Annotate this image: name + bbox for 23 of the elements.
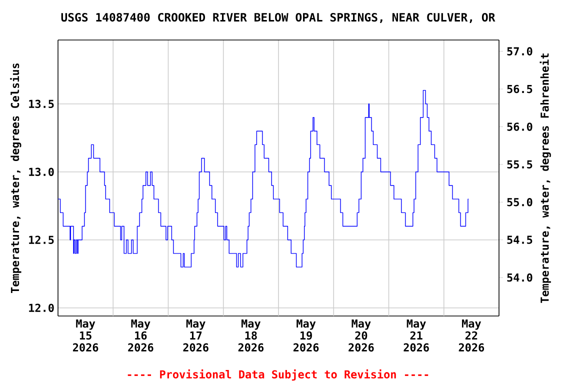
y2-tick-label: 57.0 (507, 47, 532, 56)
y-tick-label: 13.0 (29, 168, 54, 176)
y-tick-label: 12.0 (29, 304, 54, 312)
x-tick-label: May 16 2026 (128, 320, 154, 352)
y2-tick-label: 56.5 (507, 84, 532, 94)
text: ---- Provisional Data Subject to Revision ---- (128, 369, 428, 381)
x-tick-label: May 18 2026 (238, 320, 264, 352)
x-tick-label: May 22 2026 (458, 320, 484, 352)
x-tick-label: May 15 2026 (72, 320, 98, 352)
y-tick-label: 12.5 (29, 236, 54, 244)
y2-tick-label: 55.0 (507, 198, 532, 206)
x-tick-label: May 21 2026 (404, 320, 429, 352)
chart-title: USGS 14087400 CROOKED RIVER BELOW OPAL SPRINGS, NEAR CULVER, OR (61, 12, 496, 24)
y2-tick-label: 54.5 (507, 236, 532, 244)
y2-tick-label: 54.0 (507, 273, 532, 282)
x-tick-label: May 17 2026 (183, 320, 208, 352)
y2-axis-title: Temperature, water, degrees Fahrenheit (540, 54, 551, 303)
y2-tick-label: 55.5 (507, 160, 532, 168)
x-tick-label: May 20 2026 (348, 320, 374, 352)
x-tick-label: May 19 2026 (293, 320, 319, 352)
y-axis-title: Temperature, water, degrees Celsius (10, 63, 22, 293)
y-tick-label: 13.5 (29, 100, 54, 108)
y2-tick-label: 56.0 (507, 122, 532, 131)
